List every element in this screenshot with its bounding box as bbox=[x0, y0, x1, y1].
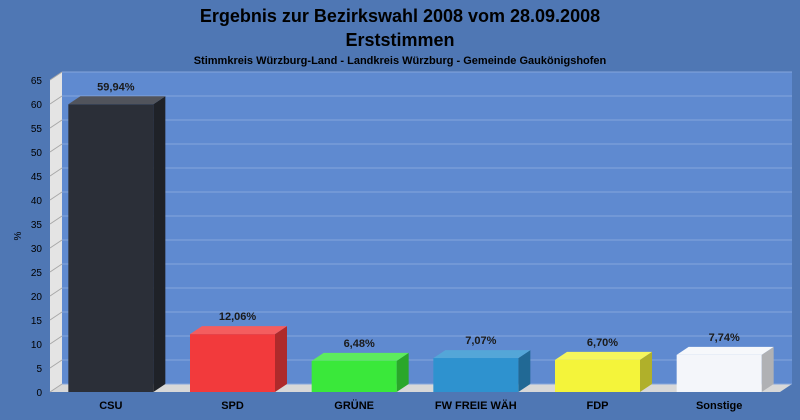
gridline-side-30 bbox=[49, 239, 63, 249]
x-tick-label: FDP bbox=[587, 400, 609, 412]
bar-side-5 bbox=[761, 346, 774, 392]
data-label: 7,07% bbox=[465, 335, 496, 347]
gridline-side-35 bbox=[49, 215, 63, 225]
plot-side-wall bbox=[50, 72, 62, 392]
data-label: 12,06% bbox=[219, 311, 257, 323]
y-tick-label: 45 bbox=[31, 172, 43, 183]
data-label: 6,48% bbox=[344, 338, 375, 350]
y-tick-label: 65 bbox=[31, 76, 43, 87]
gridline-side-20 bbox=[49, 287, 63, 297]
gridline-side-65 bbox=[49, 71, 63, 81]
bar-side-0 bbox=[153, 96, 166, 393]
gridline-side-60 bbox=[49, 95, 63, 105]
gridline-side-40 bbox=[49, 191, 63, 201]
y-tick-label: 10 bbox=[31, 340, 43, 351]
gridline-side-5 bbox=[49, 359, 63, 369]
x-tick-label: CSU bbox=[99, 400, 122, 412]
x-tick-label: FW FREIE WÄH bbox=[435, 399, 517, 412]
plot-area: 0 5 10 15 20 25 30 35 40 45 50 55 60 65 59,94% CSU 12,06… bbox=[31, 71, 792, 412]
x-tick-label: GRÜNE bbox=[334, 399, 374, 412]
chart-subtitle: Stimmkreis Würzburg-Land - Landkreis Wür… bbox=[194, 55, 607, 67]
gridline-side-50 bbox=[49, 143, 63, 153]
x-tick-label: SPD bbox=[221, 400, 244, 412]
y-tick-label: 35 bbox=[31, 220, 43, 231]
y-tick-label: 20 bbox=[31, 292, 43, 303]
gridline-side-10 bbox=[49, 335, 63, 345]
bar-top-5 bbox=[676, 346, 774, 355]
bar-side-4 bbox=[640, 351, 652, 392]
bar-fdp bbox=[555, 359, 640, 392]
bar-spd bbox=[190, 334, 275, 392]
y-tick-label: 60 bbox=[31, 100, 43, 111]
y-tick-label: 40 bbox=[31, 196, 43, 207]
y-tick-label: 50 bbox=[31, 148, 43, 159]
y-tick-label: 30 bbox=[31, 244, 43, 255]
bar-csu bbox=[68, 104, 154, 393]
y-tick-label: 0 bbox=[36, 388, 42, 399]
bar-side-3 bbox=[518, 350, 531, 392]
data-label: 7,74% bbox=[709, 332, 740, 344]
plot-back-wall bbox=[62, 72, 792, 384]
gridline-side-55 bbox=[49, 119, 63, 129]
bar-side-2 bbox=[396, 352, 409, 392]
bar-side-1 bbox=[275, 326, 287, 392]
y-tick-label: 15 bbox=[31, 316, 43, 327]
bar-top-4 bbox=[555, 351, 652, 360]
gridline-side-45 bbox=[49, 167, 63, 177]
y-tick-label: 55 bbox=[31, 124, 43, 135]
data-label: 59,94% bbox=[97, 81, 135, 93]
gridline-side-15 bbox=[49, 311, 63, 321]
bar-top-3 bbox=[433, 350, 531, 359]
bar-top-0 bbox=[68, 96, 166, 105]
y-tick-label: 5 bbox=[36, 364, 42, 375]
y-tick-label: 25 bbox=[31, 268, 43, 279]
data-label: 6,70% bbox=[587, 337, 618, 349]
bar-sonstige bbox=[676, 354, 762, 392]
x-tick-label: Sonstige bbox=[696, 400, 742, 412]
bar-top-1 bbox=[190, 326, 287, 335]
gridline-side-25 bbox=[49, 263, 63, 273]
chart-title-2: Erststimmen bbox=[345, 30, 454, 50]
gridline-side-0 bbox=[49, 383, 63, 393]
bar-fw-freie-w-h bbox=[433, 358, 519, 392]
chart-title: Ergebnis zur Bezirkswahl 2008 vom 28.09.… bbox=[200, 6, 600, 26]
bar-top-2 bbox=[311, 352, 409, 361]
bar-gr-ne bbox=[311, 360, 397, 392]
y-axis-label: % bbox=[13, 231, 24, 240]
